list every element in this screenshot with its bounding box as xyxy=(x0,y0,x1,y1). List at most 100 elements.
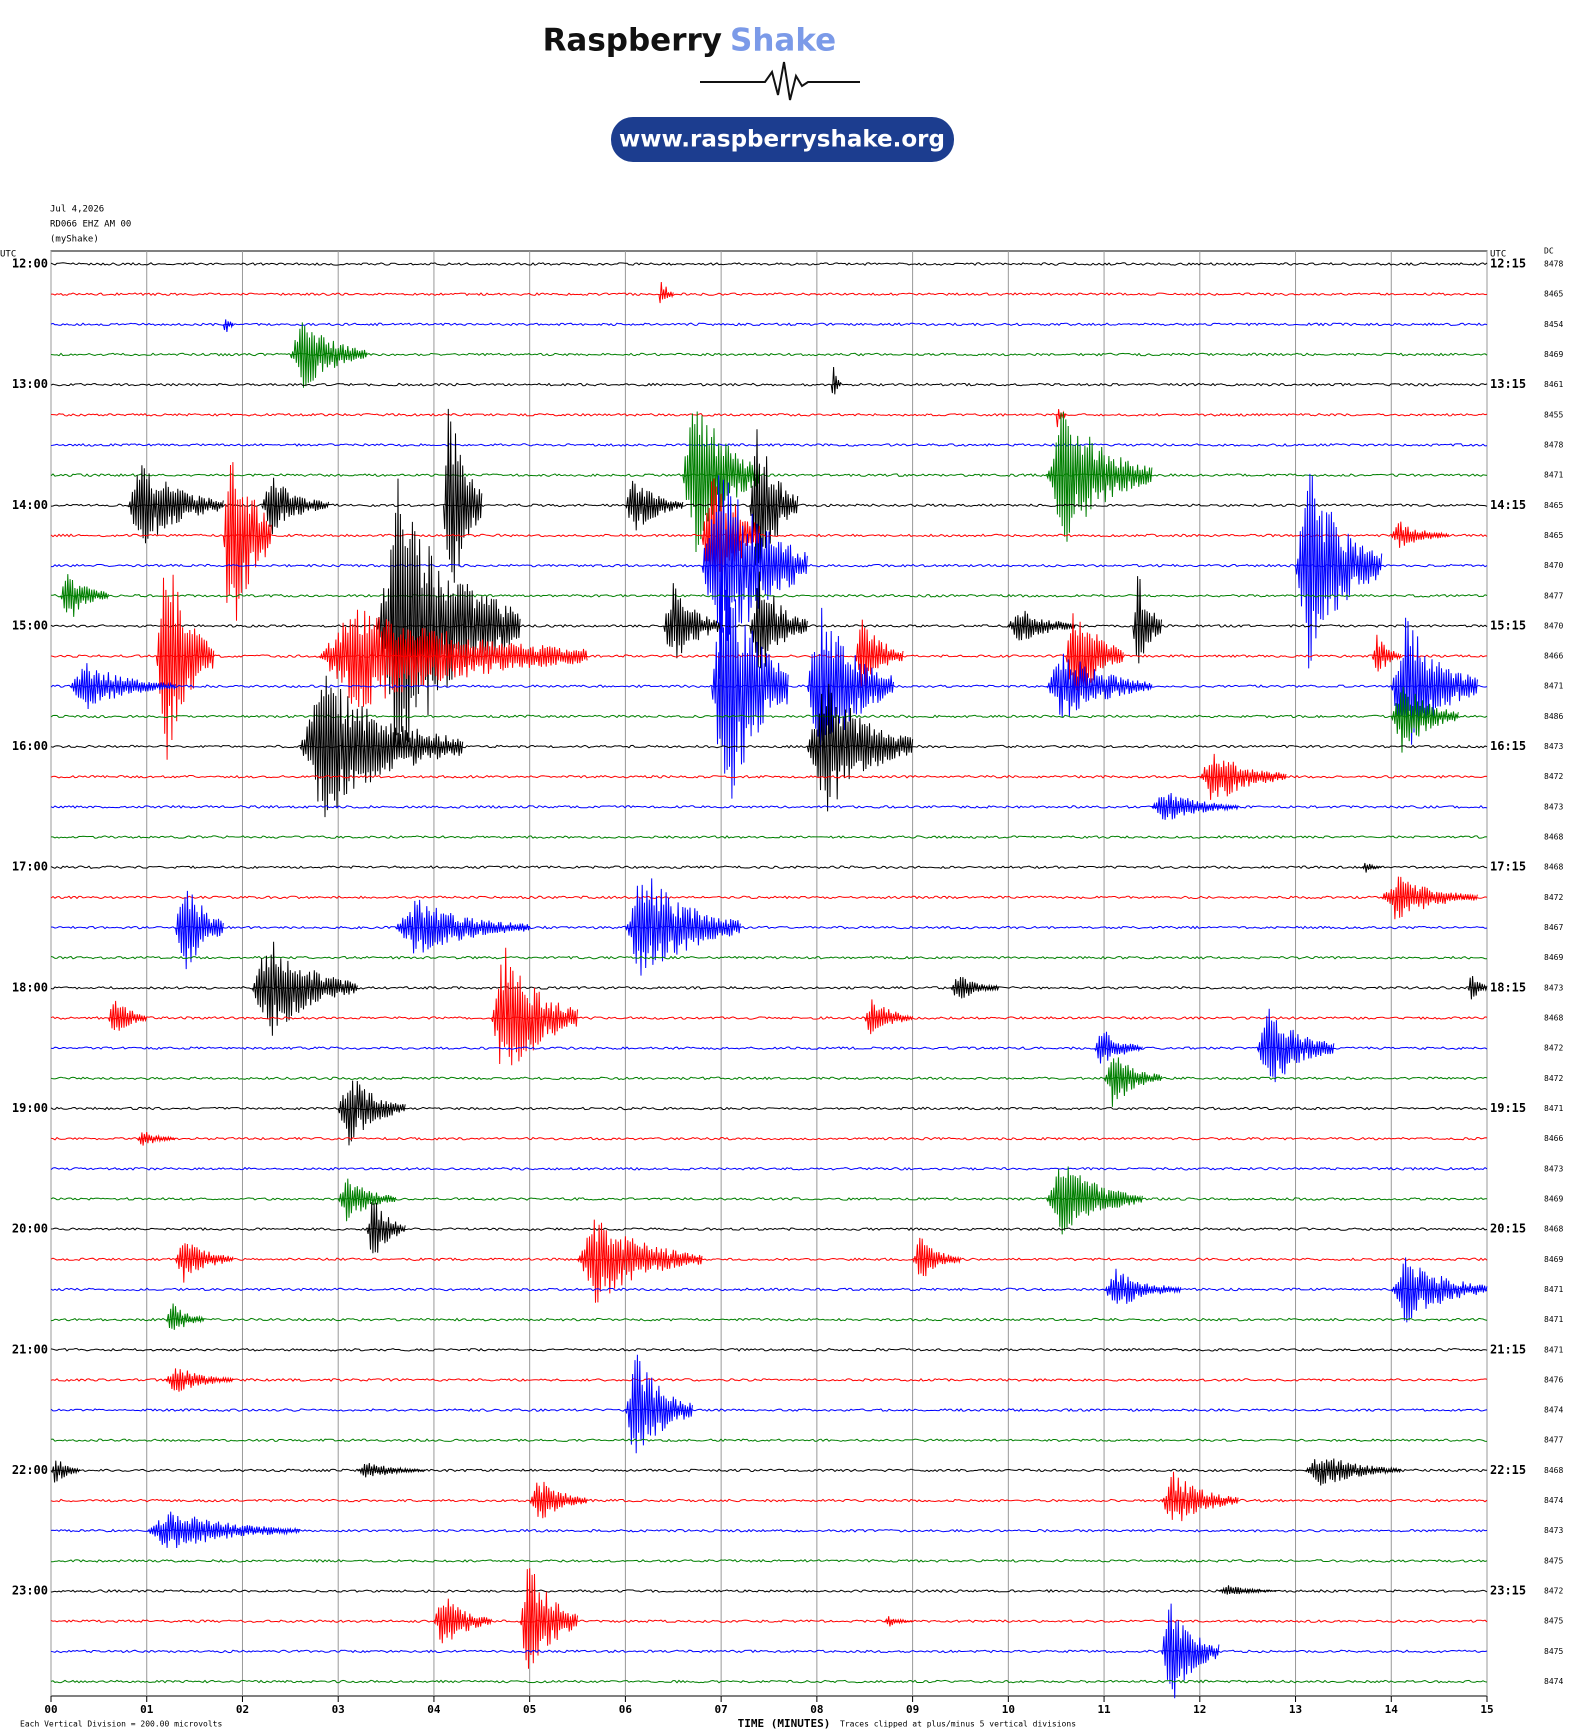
trace xyxy=(50,1498,1488,1503)
seismic-event xyxy=(577,1219,703,1303)
seismic-event xyxy=(69,663,176,710)
dc-offset: 8472 xyxy=(1544,893,1563,902)
dc-offset: 8475 xyxy=(1544,1556,1563,1565)
left-axis-label: UTC xyxy=(0,250,16,260)
dc-offset: 8473 xyxy=(1544,983,1563,992)
dc-offset: 8468 xyxy=(1544,833,1563,842)
dc-offset: 8473 xyxy=(1544,1164,1563,1173)
url-text[interactable]: www.raspberryshake.org xyxy=(619,127,945,153)
dc-offset: 8475 xyxy=(1544,1647,1563,1656)
trace xyxy=(50,1227,1488,1232)
seismic-event xyxy=(519,1568,578,1669)
trace xyxy=(50,684,1488,689)
seismic-event xyxy=(175,1243,234,1283)
info-owner: (myShake) xyxy=(50,235,99,245)
brand-second: Shake xyxy=(730,23,836,59)
x-tick-label: 04 xyxy=(427,1703,441,1716)
trace xyxy=(50,1528,1488,1533)
seismic-event xyxy=(701,475,808,679)
dc-offset: 8478 xyxy=(1544,260,1563,269)
seismic-event xyxy=(624,1354,693,1454)
dc-offset: 8468 xyxy=(1544,863,1563,872)
url-button[interactable] xyxy=(611,117,954,162)
right-time-label: 16:15 xyxy=(1490,739,1526,753)
dc-offset: 8473 xyxy=(1544,742,1563,751)
seismic-event xyxy=(624,480,684,531)
trace xyxy=(50,473,1488,478)
x-tick-label: 07 xyxy=(715,1703,728,1716)
seismic-event xyxy=(222,319,234,332)
seismic-event xyxy=(883,1616,913,1627)
seismic-event xyxy=(1467,975,1488,1000)
left-time-label: 20:00 xyxy=(12,1222,48,1236)
x-tick-label: 09 xyxy=(906,1703,919,1716)
seismic-event xyxy=(1151,792,1239,820)
seismic-event xyxy=(146,1511,301,1549)
seismic-event xyxy=(1055,409,1067,428)
trace xyxy=(50,1046,1488,1050)
right-time-label: 23:15 xyxy=(1490,1584,1526,1598)
trace xyxy=(50,744,1488,749)
left-time-label: 17:00 xyxy=(12,860,48,874)
x-tick-label: 14 xyxy=(1385,1703,1399,1716)
dc-offset: 8467 xyxy=(1544,923,1563,932)
seismic-event xyxy=(1295,473,1383,669)
seismic-event xyxy=(854,619,904,692)
dc-offset: 8468 xyxy=(1544,1014,1563,1023)
trace xyxy=(50,443,1488,447)
dc-offset: 8472 xyxy=(1544,1587,1563,1596)
trace xyxy=(50,1468,1487,1473)
left-time-label: 18:00 xyxy=(12,980,48,994)
scale-note: Each Vertical Division = 200.00 microvol… xyxy=(20,1720,222,1729)
brand-first: Raspberry xyxy=(543,23,722,59)
left-time-label: 19:00 xyxy=(12,1101,48,1115)
dc-offset: 8465 xyxy=(1544,290,1563,299)
seismic-event xyxy=(749,571,808,669)
dc-offset: 8470 xyxy=(1544,621,1563,630)
x-tick-label: 15 xyxy=(1480,1703,1493,1716)
seismic-event xyxy=(1103,1268,1182,1304)
dc-offset: 8469 xyxy=(1544,953,1563,962)
trace xyxy=(51,593,1488,598)
dc-offset: 8477 xyxy=(1544,591,1563,600)
seismic-event xyxy=(1103,1057,1162,1107)
dc-offset: 8472 xyxy=(1544,772,1563,781)
x-tick-label: 10 xyxy=(1002,1703,1015,1716)
seismic-event xyxy=(1161,1603,1220,1699)
trace xyxy=(50,1408,1488,1412)
seismic-event xyxy=(107,1000,148,1031)
trace xyxy=(50,1347,1488,1352)
trace xyxy=(50,382,1488,387)
seismic-event xyxy=(912,1237,961,1277)
right-time-label: 19:15 xyxy=(1490,1101,1526,1115)
seismic-event xyxy=(289,322,368,388)
seismic-event xyxy=(175,890,224,970)
seismic-event xyxy=(1256,1008,1335,1083)
seismic-event xyxy=(529,1481,588,1519)
dc-offset: 8470 xyxy=(1544,561,1563,570)
trace xyxy=(50,412,1488,417)
dc-offset: 8472 xyxy=(1544,1074,1563,1083)
trace xyxy=(50,985,1488,990)
x-tick-label: 03 xyxy=(332,1703,345,1716)
seismic-event xyxy=(155,574,215,760)
trace xyxy=(50,322,1488,327)
dc-offset: 8474 xyxy=(1544,1677,1563,1686)
dc-offset: 8486 xyxy=(1544,712,1563,721)
x-tick-label: 05 xyxy=(523,1703,536,1716)
left-time-label: 23:00 xyxy=(12,1584,48,1598)
seismic-event xyxy=(1390,617,1478,745)
seismic-event xyxy=(1390,521,1450,548)
x-axis-label: TIME (MINUTES) xyxy=(738,1717,831,1730)
seismic-event xyxy=(318,609,588,708)
dc-offset: 8474 xyxy=(1544,1406,1563,1415)
trace xyxy=(50,1257,1488,1262)
right-time-label: 21:15 xyxy=(1490,1342,1526,1356)
seismic-event xyxy=(136,1132,176,1146)
trace xyxy=(50,865,1488,870)
trace xyxy=(51,292,1488,297)
trace xyxy=(50,774,1488,779)
seismic-event xyxy=(711,568,789,799)
seismic-event xyxy=(433,1598,492,1644)
seismic-event xyxy=(127,465,224,544)
